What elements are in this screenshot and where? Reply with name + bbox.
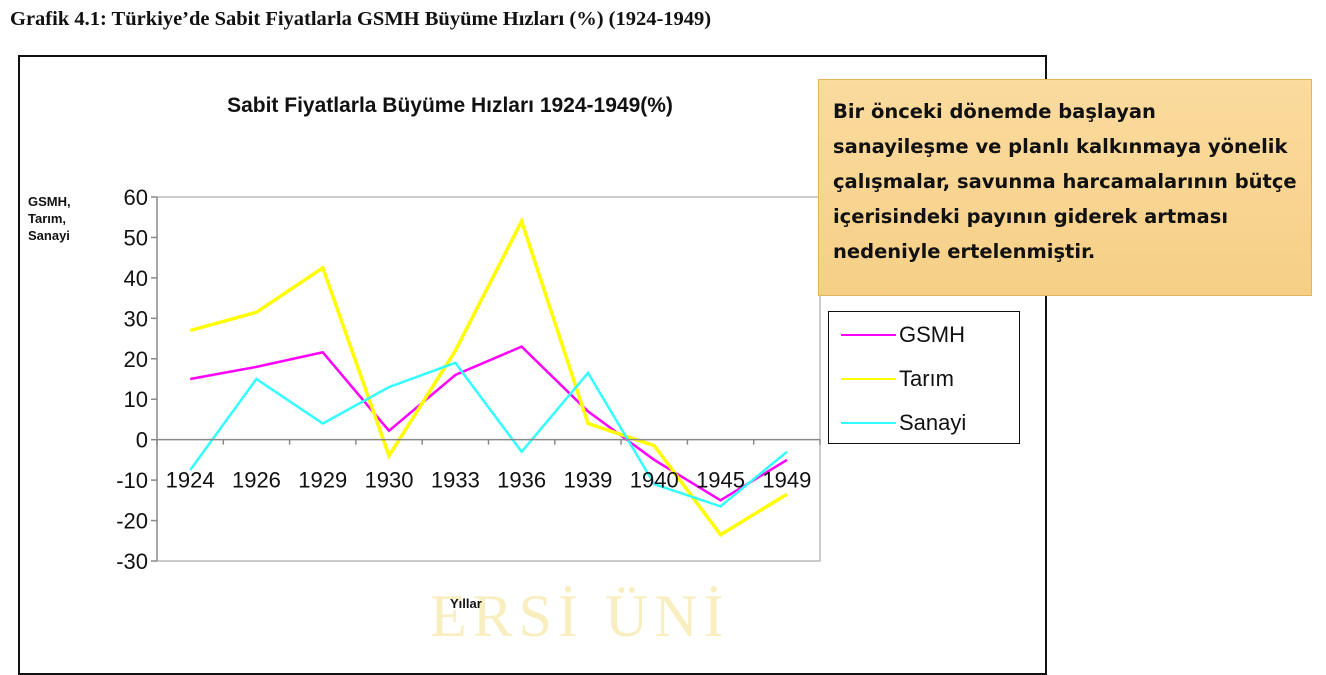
x-tick-label: 1945 <box>696 468 745 493</box>
x-tick-label: 1929 <box>298 468 347 493</box>
y-axis-label-line: Tarım, <box>28 210 71 227</box>
legend-item-tarim: Tarım <box>829 364 1019 394</box>
y-axis-label-line: Sanayi <box>28 227 71 244</box>
legend-item-gsmh: GSMH <box>829 320 1019 350</box>
x-tick-label: 1936 <box>497 468 546 493</box>
x-tick-label: 1933 <box>431 468 480 493</box>
x-axis-label: Yıllar <box>450 596 482 611</box>
y-tick-label: 10 <box>124 387 148 412</box>
legend-swatch <box>841 378 896 380</box>
y-tick-label: 50 <box>124 225 148 250</box>
x-tick-label: 1926 <box>232 468 281 493</box>
y-tick-label: 60 <box>124 185 148 210</box>
x-tick-label: 1924 <box>166 468 215 493</box>
chart-legend: GSMH Tarım Sanayi <box>828 311 1020 444</box>
y-tick-label: 20 <box>124 347 148 372</box>
annotation-note: Bir önceki dönemde başlayan sanayileşme … <box>818 79 1312 296</box>
legend-item-sanayi: Sanayi <box>829 408 1019 438</box>
x-tick-label: 1940 <box>630 468 679 493</box>
y-tick-label: -30 <box>116 549 148 574</box>
x-tick-label: 1939 <box>563 468 612 493</box>
legend-label: Sanayi <box>899 410 966 436</box>
legend-swatch <box>841 422 896 424</box>
chart-title: Sabit Fiyatlarla Büyüme Hızları 1924-194… <box>130 94 770 118</box>
y-tick-label: -10 <box>116 468 148 493</box>
legend-label: GSMH <box>899 322 965 348</box>
x-tick-label: 1949 <box>762 468 811 493</box>
y-axis-label-line: GSMH, <box>28 193 71 210</box>
x-tick-label: 1930 <box>365 468 414 493</box>
y-tick-label: 40 <box>124 266 148 291</box>
y-tick-label: 30 <box>124 306 148 331</box>
y-tick-label: 0 <box>136 428 148 453</box>
legend-label: Tarım <box>899 366 954 392</box>
legend-swatch <box>841 334 896 336</box>
y-axis-label: GSMH, Tarım, Sanayi <box>28 193 71 244</box>
y-tick-label: -20 <box>116 509 148 534</box>
